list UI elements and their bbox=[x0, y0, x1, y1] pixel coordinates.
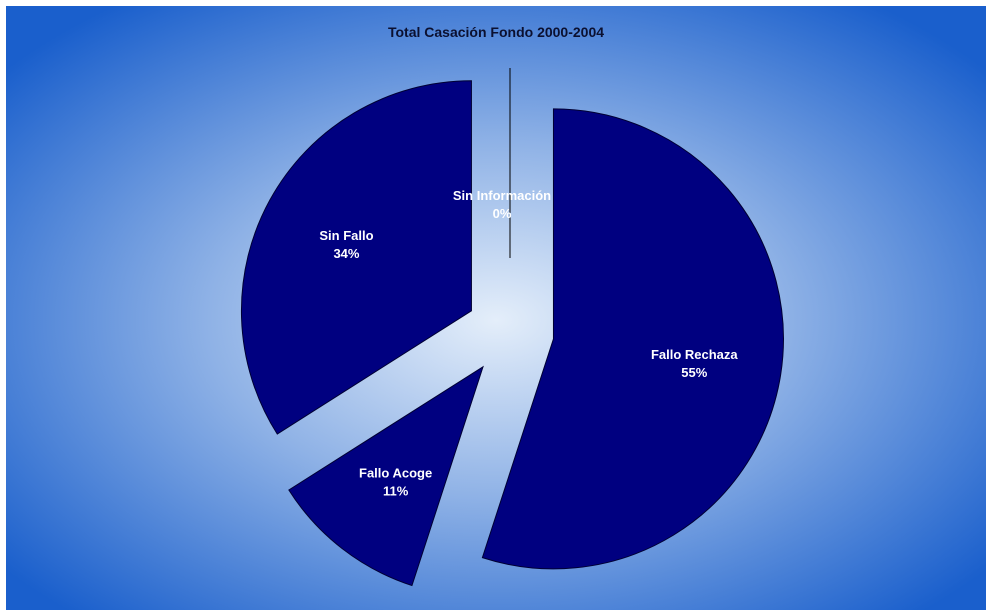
slice-label-name: Sin Información bbox=[453, 188, 551, 203]
pie-slice-fallo-acoge bbox=[288, 365, 484, 587]
slice-label-pct: 55% bbox=[681, 365, 707, 380]
pie-slice-sin-fallo bbox=[240, 80, 472, 435]
slice-label-name: Fallo Rechaza bbox=[651, 347, 738, 362]
slice-label-sin-informacion: Sin Información 0% bbox=[453, 188, 551, 221]
pie-slice-fallo-rechaza bbox=[481, 108, 784, 570]
chart-area: Fallo Rechaza 55% Fallo Acoge 11% Sin Fallo 3… bbox=[6, 6, 986, 610]
slice-label-fallo-acoge: Fallo Acoge 11% bbox=[359, 465, 432, 498]
slice-label-pct: 34% bbox=[333, 246, 359, 261]
pie-plot: Fallo Rechaza 55% Fallo Acoge 11% Sin Fallo 3… bbox=[240, 68, 784, 587]
chart-background bbox=[6, 6, 986, 610]
slice-label-pct: 11% bbox=[383, 483, 409, 498]
slice-label-name: Fallo Acoge bbox=[359, 465, 432, 480]
chart-title: Total Casación Fondo 2000-2004 bbox=[387, 24, 605, 40]
slice-label-fallo-rechaza: Fallo Rechaza 55% bbox=[651, 347, 738, 380]
slice-label-name: Sin Fallo bbox=[319, 228, 373, 243]
slice-label-pct: 0% bbox=[493, 206, 512, 221]
slice-label-sin-fallo: Sin Fallo 34% bbox=[319, 228, 373, 261]
